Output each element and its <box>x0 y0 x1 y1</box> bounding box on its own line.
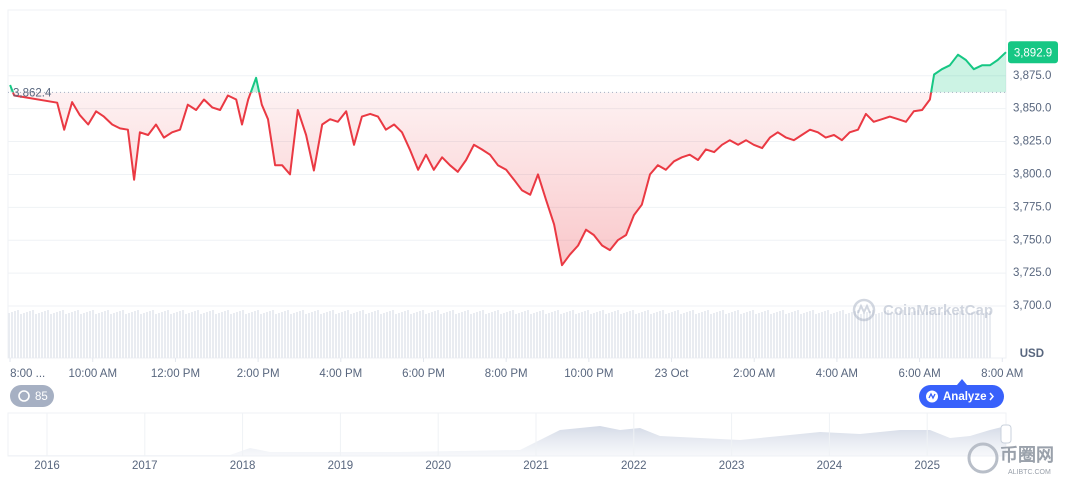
volume-bars <box>8 310 991 358</box>
analyze-button[interactable]: Analyze <box>919 379 1004 408</box>
y-tick-label: 3,875.0 <box>1013 70 1051 82</box>
navigator-year: 2022 <box>621 460 647 472</box>
y-tick-label: 3,725.0 <box>1013 267 1051 279</box>
x-tick-label: 6:00 PM <box>402 368 445 380</box>
x-tick-label: 8:00 ... <box>10 368 45 380</box>
navigator-year: 2024 <box>817 460 843 472</box>
button-bg <box>919 385 1004 408</box>
x-tick-label: 10:00 PM <box>564 368 613 380</box>
y-tick-label: 3,800.0 <box>1013 168 1051 180</box>
navigator: 2016 2017 2018 2019 2020 2021 2022 2023 2024 2025 <box>7 412 1012 472</box>
y-tick-label: 3,850.0 <box>1013 103 1051 115</box>
badge-count: 85 <box>35 391 48 403</box>
history-badge[interactable]: 85 <box>10 385 54 407</box>
labels: 3,700.0 3,725.0 3,750.0 3,775.0 3,800.0 3,825… <box>8 41 1058 380</box>
button-icon-mark <box>928 392 936 400</box>
navigator-year: 2021 <box>523 460 549 472</box>
navigator-year: 2016 <box>34 460 60 472</box>
x-tick-label: 4:00 PM <box>319 368 362 380</box>
x-tick-label: 2:00 PM <box>237 368 280 380</box>
price-tag: 3,892.9 <box>1014 47 1052 59</box>
navigator-area <box>8 426 1006 456</box>
x-tick-label: 2:00 AM <box>733 368 775 380</box>
x-tick-label: 23 Oct <box>655 368 690 380</box>
y-tick-label: 3,775.0 <box>1013 201 1051 213</box>
y-tick-label: 3,750.0 <box>1013 234 1051 246</box>
x-tick-label: 8:00 PM <box>485 368 528 380</box>
price-line-down <box>11 92 933 267</box>
x-tick-label: 4:00 AM <box>816 368 858 380</box>
navigator-year: 2018 <box>230 460 256 472</box>
badge-icon <box>18 390 30 402</box>
baseline-label: 3,862.4 <box>13 87 52 99</box>
site-logo-name: 币圈网 <box>1000 445 1054 465</box>
watermark-text: CoinMarketCap <box>883 302 993 319</box>
navigator-handle[interactable] <box>1000 424 1012 444</box>
navigator-year: 2025 <box>914 460 940 472</box>
area-down <box>10 92 1006 266</box>
price-tag-bg <box>1008 41 1058 64</box>
volume-strip <box>8 310 991 358</box>
x-tick-label: 8:00 AM <box>981 368 1023 380</box>
navigator-year: 2023 <box>719 460 745 472</box>
x-tick-label: 10:00 AM <box>68 368 117 380</box>
button-label: Analyze <box>943 391 986 403</box>
grid <box>8 75 1006 362</box>
site-logo-url: ALIBTC.COM <box>1008 469 1051 476</box>
navigator-year: 2017 <box>132 460 158 472</box>
y-tick-label: 3,700.0 <box>1013 300 1051 312</box>
button-chevron <box>989 392 994 401</box>
x-tick-label: 6:00 AM <box>898 368 940 380</box>
y-tick-label: 3,825.0 <box>1013 136 1051 148</box>
y-unit: USD <box>1020 348 1044 360</box>
button-pointer <box>957 379 967 385</box>
x-tick-label: 12:00 PM <box>151 368 200 380</box>
badge-bg <box>10 385 54 407</box>
site-logo: 币圈网 ALIBTC.COM <box>967 442 1054 476</box>
navigator-year: 2020 <box>425 460 451 472</box>
watermark: CoinMarketCap <box>852 298 993 322</box>
navigator-year: 2019 <box>328 460 354 472</box>
series <box>9 51 1007 267</box>
